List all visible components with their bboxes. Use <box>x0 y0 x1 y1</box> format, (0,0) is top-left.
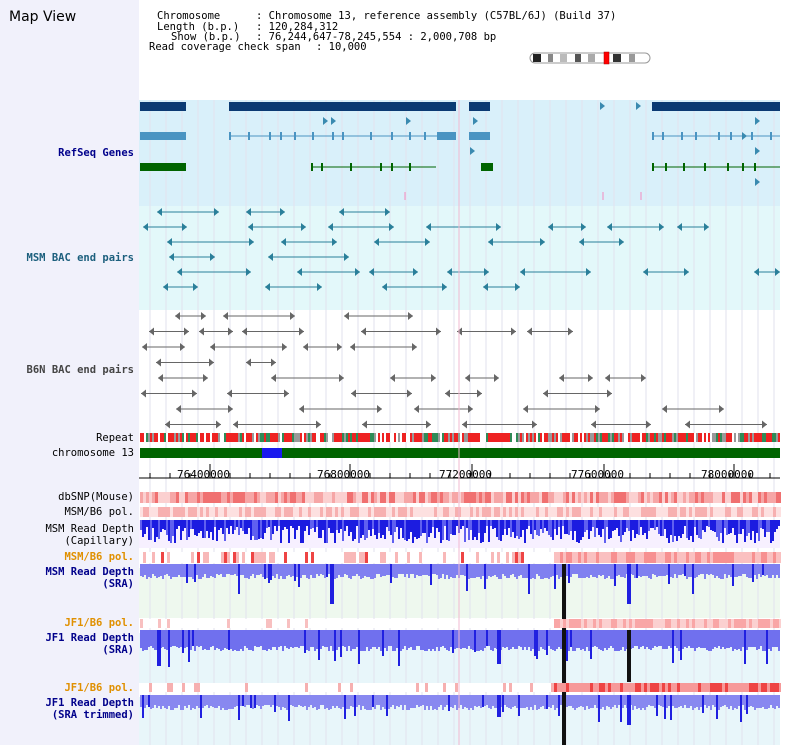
coverage-label: Read coverage check span <box>149 41 301 53</box>
length-value: : 120,284,312 <box>256 21 339 33</box>
track-label-msm-bac[interactable]: MSM BAC end pairs <box>26 252 134 264</box>
msm-b6-pol-track-1 <box>140 507 782 517</box>
chromosome-ideogram <box>529 51 651 65</box>
track-label-repeat[interactable]: Repeat <box>96 432 134 444</box>
chromosome-value: : Chromosome 13, reference assembly (C57… <box>256 10 617 22</box>
dbsnp-track <box>140 492 782 503</box>
track-label-jf1-depth-trim-2: (SRA trimmed) <box>51 709 134 721</box>
show-value: : 76,244,647-78,245,554 : 2,000,708 bp <box>256 31 497 43</box>
axis-tick-label: 77600000 <box>571 468 624 481</box>
refseq-genes-track <box>140 102 780 200</box>
track-label-jf1-b6-pol-2[interactable]: JF1/B6 pol. <box>64 682 134 694</box>
b6n-bac-track <box>141 312 767 429</box>
chromosome-label: Chromosome <box>157 10 221 22</box>
chromosome-bar <box>140 448 780 458</box>
jf1-b6-pol-track-1 <box>140 619 782 628</box>
track-label-msm-b6-pol-1[interactable]: MSM/B6 pol. <box>64 506 134 518</box>
show-label: Show (b.p.) <box>171 31 241 43</box>
chromosome-view-highlight <box>262 448 282 458</box>
track-label-dbsnp[interactable]: dbSNP(Mouse) <box>58 491 134 503</box>
track-label-msm-b6-pol-2[interactable]: MSM/B6 pol. <box>64 551 134 563</box>
track-label-panel <box>0 0 139 745</box>
axis-tick-label: 76400000 <box>177 468 230 481</box>
axis-tick-label: 78000000 <box>701 468 754 481</box>
track-label-msm-depth-cap-2: (Capillary) <box>64 535 134 547</box>
track-label-msm-depth-sra-2: (SRA) <box>102 578 134 590</box>
track-label-jf1-depth-1[interactable]: JF1 Read Depth <box>45 632 134 644</box>
track-label-msm-depth-sra-1[interactable]: MSM Read Depth <box>45 566 134 578</box>
axis-tick-label: 76800000 <box>317 468 370 481</box>
length-label: Length (b.p.) <box>157 21 240 33</box>
page-title: Map View <box>9 9 77 25</box>
axis-tick-label: 77200000 <box>439 468 492 481</box>
track-label-jf1-depth-2: (SRA) <box>102 644 134 656</box>
msm-bac-track <box>143 208 780 291</box>
track-label-jf1-depth-trim-1[interactable]: JF1 Read Depth <box>45 697 134 709</box>
track-label-chromosome[interactable]: chromosome 13 <box>51 447 134 459</box>
track-label-b6n-bac[interactable]: B6N BAC end pairs <box>26 364 134 376</box>
msm-b6-pol-track-2 <box>140 552 782 563</box>
track-label-jf1-b6-pol-1[interactable]: JF1/B6 pol. <box>64 617 134 629</box>
jf1-b6-pol-track-2 <box>140 683 782 692</box>
repeat-track <box>140 433 780 442</box>
jf1-depth-sra-track <box>140 630 780 682</box>
track-label-refseq[interactable]: RefSeq Genes <box>58 147 134 159</box>
position-axis: 76400000 76800000 77200000 77600000 78000000 <box>149 464 771 481</box>
track-label-msm-depth-cap-1[interactable]: MSM Read Depth <box>45 523 134 535</box>
coverage-value: : 10,000 <box>316 41 367 53</box>
